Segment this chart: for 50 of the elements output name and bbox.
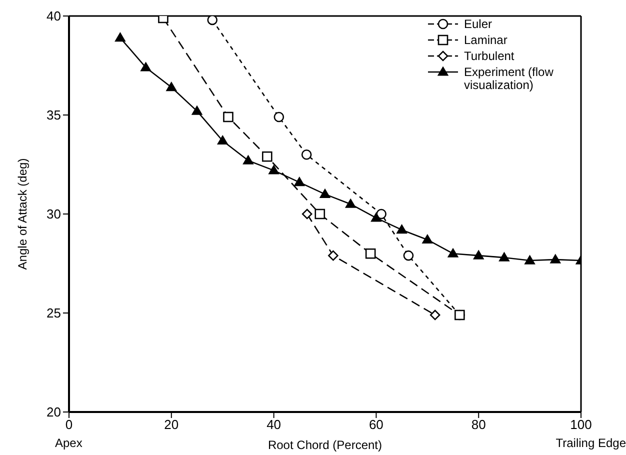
x-tick-label: 0 (65, 417, 73, 432)
point (328, 250, 338, 261)
point (345, 198, 356, 208)
point (274, 112, 284, 122)
point (365, 248, 376, 259)
legend-label: Euler (464, 17, 492, 31)
legend-label: Turbulent (464, 49, 514, 63)
x-tick-label: 20 (164, 417, 179, 432)
y-tick-label: 35 (46, 108, 61, 123)
y-tick-label: 20 (46, 404, 61, 420)
y-tick-label: 25 (46, 306, 61, 321)
point (140, 62, 151, 72)
text: Trailing Edge (556, 436, 626, 450)
point (268, 165, 279, 174)
y-axis-title: Angle of Attack (deg) (15, 158, 30, 270)
point (207, 16, 218, 26)
x-tick-label: 60 (368, 417, 384, 432)
point (320, 189, 330, 198)
point (371, 212, 382, 222)
x-tick-label: 40 (266, 417, 282, 432)
point (115, 32, 126, 42)
x-axis-title: Root Chord (Percent) (268, 438, 382, 452)
x-tick-label: 80 (471, 417, 486, 432)
point (376, 208, 386, 220)
text: Apex (55, 436, 82, 450)
legend-label: Experiment (flow visualization) (464, 65, 554, 92)
point (294, 177, 305, 186)
point (166, 82, 177, 92)
point (422, 234, 433, 244)
point (243, 155, 254, 164)
point (473, 250, 484, 260)
point (430, 310, 440, 320)
point (301, 149, 312, 160)
point (314, 208, 326, 220)
point (192, 106, 202, 115)
point (454, 310, 465, 320)
point (524, 255, 535, 264)
point (302, 208, 312, 220)
point (262, 151, 272, 162)
point (550, 254, 561, 264)
legend-label: Laminar (464, 33, 508, 47)
y-tick-label: 30 (46, 206, 61, 222)
point (403, 250, 414, 261)
point (396, 224, 407, 234)
point (448, 248, 458, 258)
point (217, 136, 228, 145)
point (499, 252, 510, 262)
x-tick-label: 100 (570, 417, 592, 432)
y-tick-label: 40 (46, 8, 61, 24)
point (223, 112, 234, 122)
